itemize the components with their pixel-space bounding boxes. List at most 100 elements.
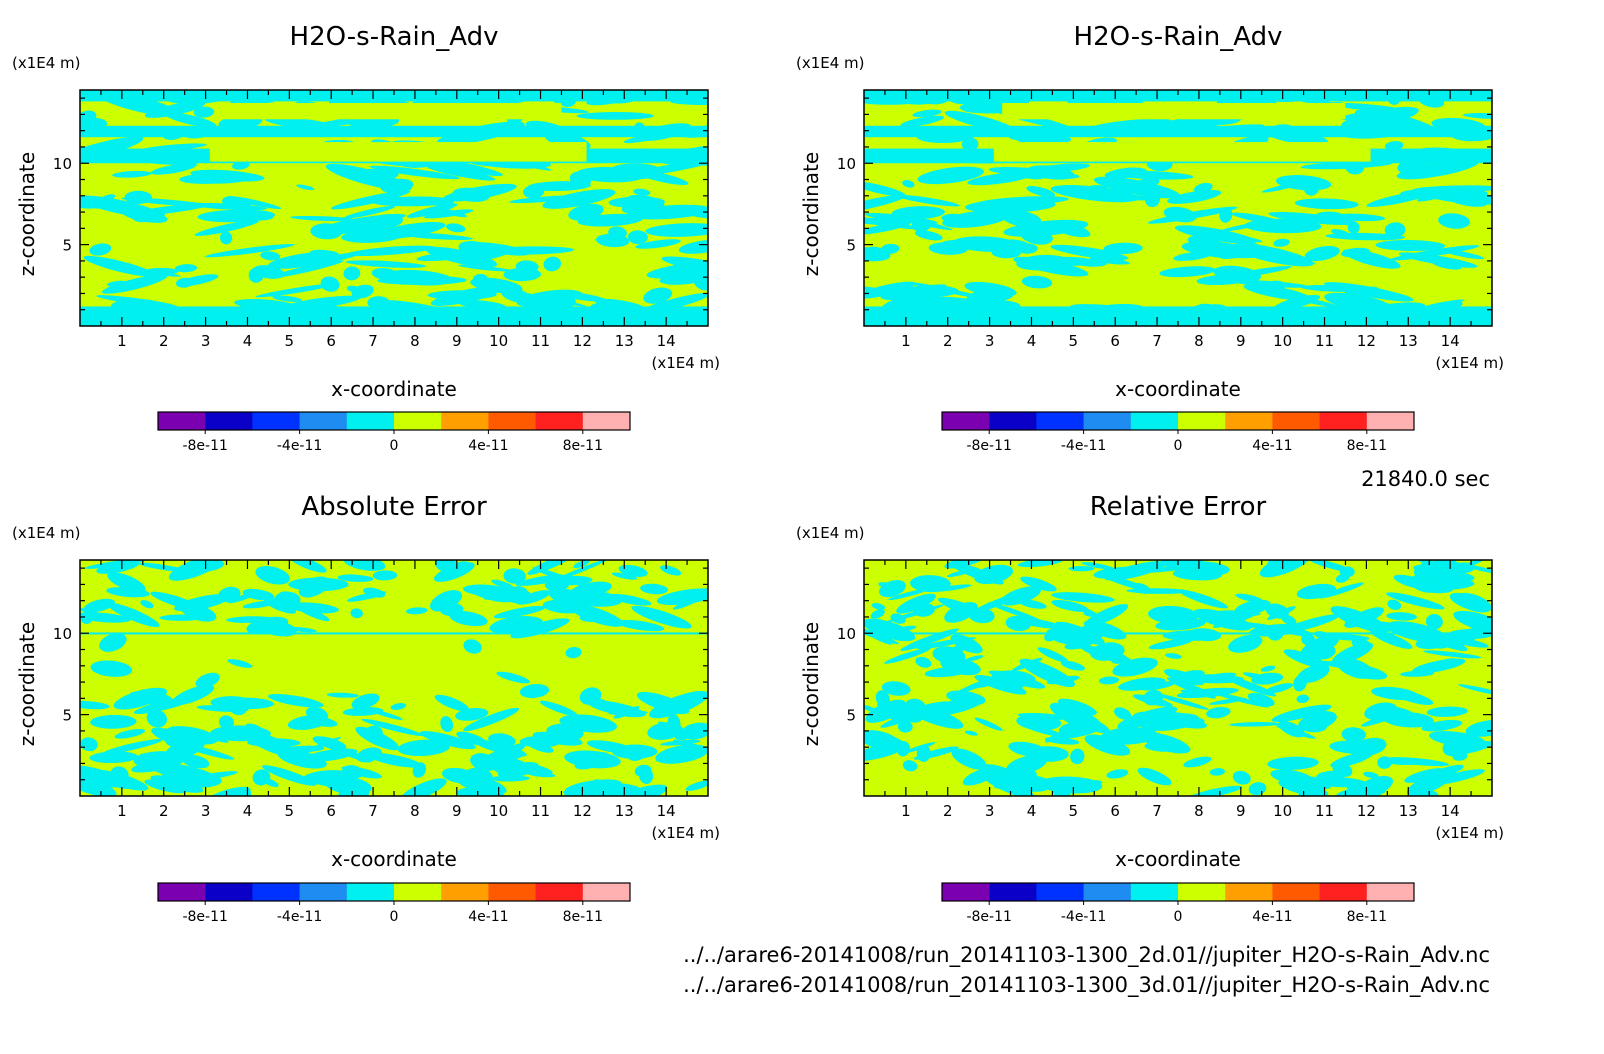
y-tick-label: 10 [53,625,72,643]
contour-patch [493,605,546,619]
contour-patch [1103,242,1143,255]
x-tick-label: 7 [1152,332,1162,350]
y-unit-label: (x1E4 m) [796,54,865,72]
x-axis-label: x-coordinate [331,377,457,401]
contour-patch [1412,560,1451,571]
contour-patch [1144,191,1160,208]
contour-patch [440,716,454,733]
contour-band [864,125,1492,138]
colorbar-tick-label: -4e-11 [277,438,322,454]
colorbar-tick-label: 0 [1174,438,1183,454]
contour-patch [568,203,604,221]
contour-patch [227,590,263,604]
y-tick-label: 10 [53,155,72,173]
contour-patch [483,246,575,255]
contour-patch [219,231,233,245]
colorbar-swatch [1319,412,1368,430]
contour-patch [197,209,275,223]
contour-patch [1187,235,1226,252]
contour-patch [371,268,399,280]
contour-patch [1075,716,1110,734]
colorbar-tick-label: 0 [390,438,399,454]
colorbar-swatch [1366,883,1415,901]
contour-patch [102,194,116,201]
chart-title: H2O-s-Rain_Adv [290,22,499,52]
contour-field [864,560,1492,796]
contour-patch [199,560,221,569]
contour-patch [1413,580,1454,594]
contour-patch [1080,780,1103,787]
colorbar-swatch [1366,412,1415,430]
contour-patch [83,598,116,613]
contour-patch [458,264,513,272]
contour-patch [227,659,253,668]
contour-patch [247,738,301,748]
contour-patch [341,766,383,779]
x-tick-label: 14 [657,802,676,820]
contour-patch [633,188,651,196]
contour-patch [343,266,361,281]
colorbar-swatch [441,412,489,430]
contour-patch [351,693,380,710]
contour-patch [442,183,517,202]
colorbar-swatch [1319,883,1368,901]
contour-patch [924,666,971,678]
contour-patch [260,251,281,261]
contour-patch [551,290,607,302]
colorbar-tick-label: -8e-11 [182,438,227,454]
contour-patch [367,752,422,768]
x-tick-label: 7 [368,802,378,820]
contour-patch [1106,769,1129,779]
contour-patch [1147,206,1238,224]
contour-patch [1386,612,1417,621]
x-unit-label: (x1E4 m) [651,824,720,842]
contour-patch [942,210,1010,228]
contour-patch [193,106,215,118]
contour-band [993,142,1371,162]
contour-patch [397,739,450,757]
contour-patch [80,700,110,710]
colorbar-tick-label: 8e-11 [563,909,603,925]
contour-patch [1219,207,1233,223]
contour-patch [1396,158,1480,180]
x-tick-label: 8 [1194,332,1204,350]
contour-patch [337,574,374,582]
x-tick-label: 5 [285,332,295,350]
colorbar-swatch [252,412,301,430]
colorbar-swatch [1036,412,1085,430]
colorbar-tick-label: -4e-11 [1061,909,1106,925]
contour-patch [576,111,654,120]
contour-patch [882,213,953,231]
y-tick-label: 10 [837,625,856,643]
contour-patch [194,220,260,236]
contour-patch [1387,760,1423,766]
contour-patch [1130,711,1156,727]
chart-panel-1: H2O-s-Rain_Adv(x1E4 m)1 2 3 4 5 6 7 8 9 10 11 12 13 1… [12,22,720,454]
contour-patch [1260,665,1276,672]
contour-patch [1089,257,1130,265]
contour-patch [896,593,937,614]
contour-patch [627,745,649,761]
x-tick-label: 12 [1357,802,1376,820]
contour-patch [1243,284,1311,301]
contour-patch [878,582,891,588]
contour-patch [608,710,648,716]
contour-patch [330,221,398,235]
contour-patch [1296,694,1310,704]
contour-patch [649,690,708,719]
colorbar-tick-label: 8e-11 [1347,438,1387,454]
y-tick-label: 10 [837,155,856,173]
contour-patch [154,762,214,778]
x-tick-label: 6 [326,332,336,350]
contour-patch [1341,247,1371,258]
colorbar-tick-label: -8e-11 [966,438,1011,454]
y-axis-label: z-coordinate [799,622,823,746]
y-unit-label: (x1E4 m) [796,524,865,542]
contour-patch [309,774,365,786]
contour-patch [89,243,112,256]
contour-patch [988,167,1080,179]
colorbar-swatch [1178,412,1226,430]
contour-patch [309,249,340,258]
x-axis-label: x-coordinate [1115,377,1241,401]
colorbar-swatch [582,883,631,901]
